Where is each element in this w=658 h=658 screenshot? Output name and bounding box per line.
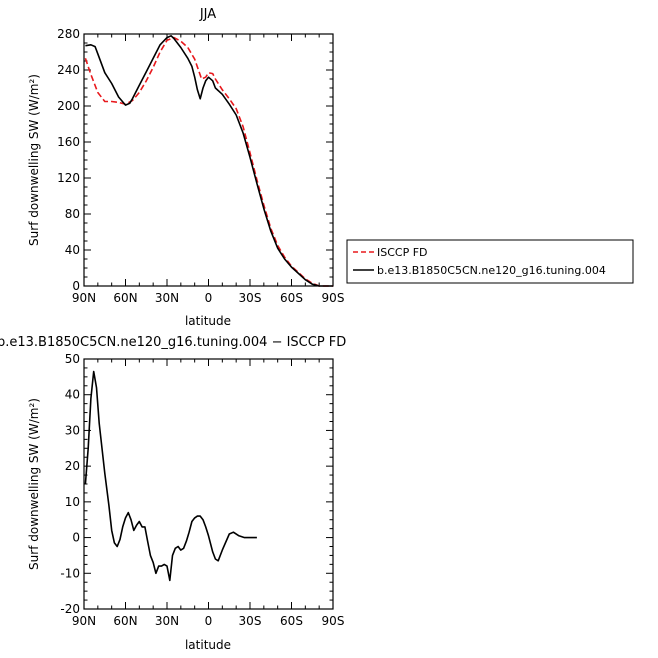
bottom-ytick-label: -20 — [60, 602, 80, 616]
bottom-plot-area: -20 -10 0 10 20 30 40 50 90N 60N 30N 0 30S 60S 90S — [60, 352, 344, 628]
bottom-xtick-label: 60S — [280, 614, 303, 628]
bottom-plot-frame — [83, 358, 334, 610]
legend-label-model: b.e13.B1850C5CN.ne120_g16.tuning.004 — [377, 264, 606, 277]
top-xtick-label: 30N — [155, 291, 179, 305]
top-xtick-label: 30S — [239, 291, 262, 305]
bottom-xtick-label: 90N — [72, 614, 96, 628]
top-series-line-1 — [85, 35, 333, 287]
top-chart-title: JJA — [199, 7, 216, 22]
bottom-xtick-label: 60N — [113, 614, 137, 628]
top-plot-frame — [83, 33, 334, 287]
bottom-ytick-label: 30 — [65, 423, 80, 437]
top-xtick-label: 0 — [205, 291, 213, 305]
bottom-xtick-label: 30S — [239, 614, 262, 628]
bottom-xtick-label: 30N — [155, 614, 179, 628]
top-xtick-label: 90N — [72, 291, 96, 305]
bottom-xtick-label: 90S — [322, 614, 345, 628]
bottom-y-axis-label: Surf downwelling SW (W/m²) — [27, 398, 41, 570]
bottom-x-axis-label: latitude — [185, 638, 231, 652]
top-xtick-label: 60N — [113, 291, 137, 305]
top-ytick-label: 200 — [57, 99, 80, 113]
bottom-chart: b.e13.B1850C5CN.ne120_g16.tuning.004 − I… — [0, 335, 346, 652]
top-ytick-label: 40 — [65, 243, 80, 257]
bottom-chart-title: b.e13.B1850C5CN.ne120_g16.tuning.004 − I… — [0, 335, 346, 350]
top-ytick-label: 80 — [65, 207, 80, 221]
top-plot-area: 0 40 80 120 160 200 240 280 90N 60N 30N 0 30S 60S 90S — [57, 27, 344, 305]
legend-box — [346, 239, 634, 284]
bottom-xtick-label: 0 — [205, 614, 213, 628]
bottom-ytick-label: 50 — [65, 352, 80, 366]
bottom-ytick-label: 40 — [65, 388, 80, 402]
legend: ISCCP FD b.e13.B1850C5CN.ne120_g16.tunin… — [346, 239, 634, 284]
top-xtick-label: 60S — [280, 291, 303, 305]
top-ytick-label: 0 — [72, 279, 80, 293]
legend-label-isccp: ISCCP FD — [377, 246, 428, 259]
top-xtick-label: 90S — [322, 291, 345, 305]
bottom-ytick-label: -10 — [60, 566, 80, 580]
bottom-series-line-0 — [84, 370, 257, 582]
top-x-axis-label: latitude — [185, 314, 231, 328]
top-y-axis-label: Surf downwelling SW (W/m²) — [27, 74, 41, 246]
bottom-ytick-label: 10 — [65, 495, 80, 509]
bottom-ytick-label: 0 — [72, 531, 80, 545]
top-chart: JJA 0 40 80 120 160 200 240 280 90N 60N 30N 0 30S 60S… — [27, 7, 344, 328]
top-ytick-label: 280 — [57, 27, 80, 41]
top-ytick-label: 240 — [57, 63, 80, 77]
top-ytick-label: 120 — [57, 171, 80, 185]
bottom-ytick-label: 20 — [65, 459, 80, 473]
top-ytick-label: 160 — [57, 135, 80, 149]
